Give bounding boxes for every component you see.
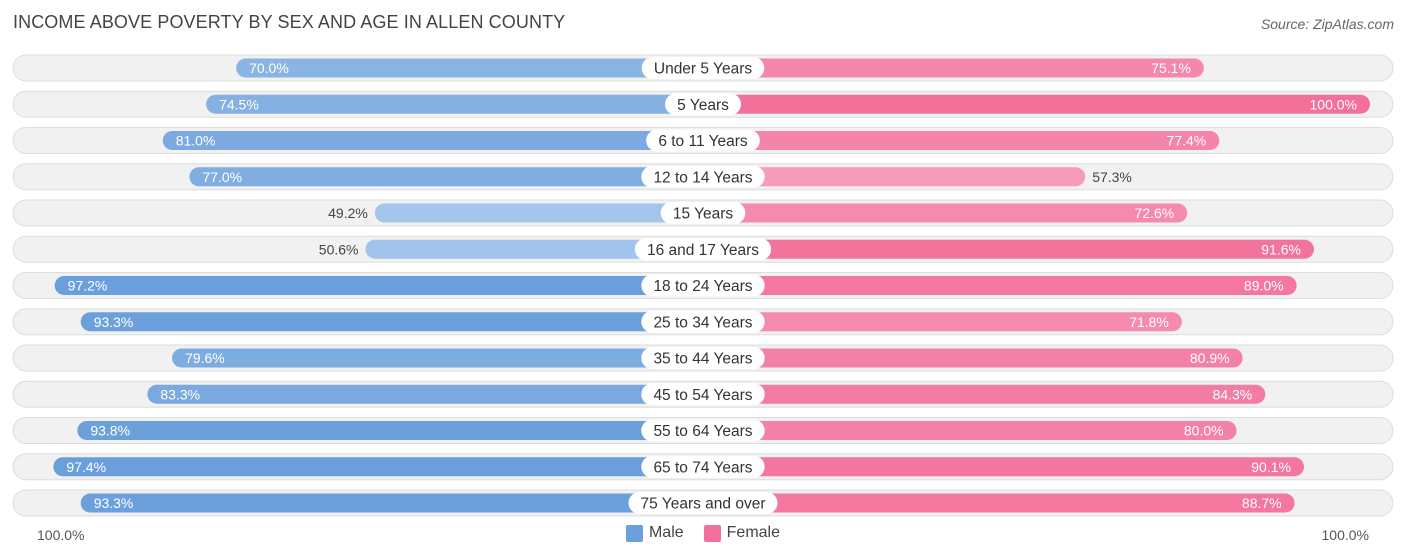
female-value-label: 91.6% (1261, 241, 1301, 257)
chart-source: Source: ZipAtlas.com (1260, 16, 1394, 32)
category-pill (641, 455, 765, 478)
legend-label-male: Male (648, 524, 684, 541)
female-bar[interactable] (703, 203, 1188, 223)
category-pill (646, 129, 760, 152)
category-label: Under 5 Years (654, 61, 752, 78)
male-bar[interactable] (172, 348, 703, 368)
legend: Male Female (0, 524, 1406, 542)
female-value-label: 77.4% (1167, 133, 1207, 149)
male-bar[interactable] (206, 94, 703, 114)
legend-swatch-male (625, 524, 643, 542)
female-value-label: 75.1% (1151, 60, 1191, 76)
male-value-label: 97.4% (66, 459, 106, 475)
category-label: 18 to 24 Years (653, 278, 752, 295)
female-value-label: 84.3% (1213, 386, 1253, 402)
female-bar[interactable] (703, 58, 1204, 78)
female-value-label: 90.1% (1251, 459, 1291, 475)
female-bar[interactable] (703, 493, 1295, 513)
male-bar[interactable] (53, 457, 704, 477)
female-bar[interactable] (703, 131, 1220, 150)
female-value-label: 80.9% (1190, 350, 1230, 366)
category-label: 45 to 54 Years (653, 387, 752, 404)
male-value-label: 93.3% (94, 495, 134, 511)
axis-right-label: 100.0% (1321, 527, 1369, 543)
male-bar[interactable] (162, 131, 704, 150)
category-pill (641, 165, 765, 188)
male-bar[interactable] (374, 203, 703, 223)
chart-title: INCOME ABOVE POVERTY BY SEX AND AGE IN A… (13, 12, 566, 32)
male-value-label: 93.3% (94, 314, 134, 330)
category-label: 65 to 74 Years (653, 459, 752, 476)
category-pill (628, 492, 778, 514)
male-bar[interactable] (80, 493, 703, 513)
male-value-label: 74.5% (219, 96, 259, 112)
legend-label-female: Female (726, 524, 781, 541)
legend-item-male[interactable]: Male (625, 524, 684, 542)
legend-item-female[interactable]: Female (703, 524, 781, 542)
category-pill (641, 347, 765, 369)
category-label: 35 to 44 Years (653, 351, 752, 368)
category-pill (641, 57, 765, 79)
male-value-label: 83.3% (160, 386, 200, 402)
female-value-label: 72.6% (1135, 205, 1175, 221)
male-bar[interactable] (189, 167, 703, 187)
male-bar[interactable] (147, 384, 703, 404)
category-pill (641, 383, 765, 406)
male-value-label: 93.8% (90, 423, 130, 439)
female-bar[interactable] (703, 457, 1304, 477)
male-bar[interactable] (236, 58, 703, 78)
male-bar[interactable] (77, 421, 703, 440)
female-value-label: 88.7% (1242, 495, 1282, 511)
female-value-label: 89.0% (1244, 278, 1284, 294)
category-pill (634, 238, 772, 261)
category-label: 25 to 34 Years (653, 314, 752, 331)
female-value-label: 100.0% (1310, 96, 1357, 112)
legend-swatch-female (703, 524, 721, 542)
male-bar[interactable] (80, 312, 703, 332)
category-label: 75 Years and over (641, 496, 766, 513)
female-bar[interactable] (703, 94, 1370, 114)
category-pill (660, 202, 746, 224)
male-bar[interactable] (365, 239, 703, 259)
diverging-bar-chart: 70.0% 75.1% Under 5 Years 74.5% 100.0% 5 Year… (12, 54, 1394, 517)
female-value-label: 71.8% (1129, 314, 1169, 330)
category-label: 6 to 11 Years (658, 133, 748, 150)
axis-left-label: 100.0% (37, 527, 85, 543)
male-value-label: 79.6% (185, 350, 225, 366)
category-label: 16 and 17 Years (647, 242, 759, 259)
category-pill (641, 274, 765, 297)
female-bar[interactable] (703, 421, 1237, 440)
category-pill (641, 310, 765, 333)
female-bar[interactable] (703, 239, 1314, 259)
female-value-label: 57.3% (1092, 169, 1132, 185)
male-value-label: 77.0% (202, 169, 242, 185)
category-label: 55 to 64 Years (653, 423, 752, 440)
male-value-label: 70.0% (249, 60, 289, 76)
male-value-label: 81.0% (176, 133, 216, 149)
female-bar[interactable] (703, 384, 1266, 404)
category-pill (641, 419, 765, 442)
female-value-label: 80.0% (1184, 423, 1224, 439)
male-value-label: 49.2% (328, 205, 368, 221)
female-bar[interactable] (703, 167, 1086, 187)
category-label: 12 to 14 Years (653, 169, 752, 186)
category-label: 15 Years (673, 206, 734, 223)
female-bar[interactable] (703, 348, 1243, 368)
female-bar[interactable] (703, 276, 1297, 295)
category-label: 5 Years (677, 97, 729, 114)
category-pill (665, 93, 741, 116)
male-bar[interactable] (54, 276, 703, 295)
female-bar[interactable] (703, 312, 1182, 332)
male-value-label: 50.6% (319, 241, 359, 257)
male-value-label: 97.2% (68, 278, 108, 294)
